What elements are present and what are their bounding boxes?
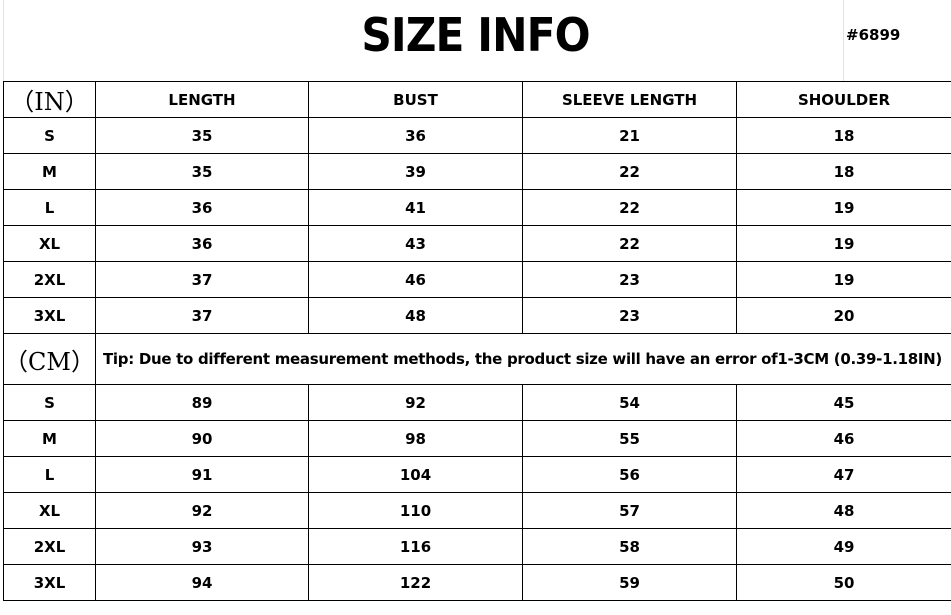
cell-shoulder: 46 (736, 420, 951, 457)
cell-length: 91 (95, 456, 309, 493)
cell-sleeve-length: 22 (522, 153, 737, 190)
cell-length: 93 (95, 528, 309, 565)
cell-shoulder: 19 (736, 225, 951, 262)
table-row: 3XL 94 122 59 50 (3, 564, 951, 601)
cell-bust: 48 (308, 297, 523, 334)
header-bust: BUST (308, 81, 523, 118)
cell-length: 35 (95, 153, 309, 190)
cell-shoulder: 49 (736, 528, 951, 565)
cell-shoulder: 18 (736, 117, 951, 154)
cell-shoulder: 45 (736, 384, 951, 421)
cell-shoulder: 18 (736, 153, 951, 190)
cm-header-row: （CM） Tip: Due to different measurement me… (3, 333, 951, 385)
table-row: M 90 98 55 46 (3, 420, 951, 457)
cell-length: 89 (95, 384, 309, 421)
cell-size: XL (3, 492, 96, 529)
cell-size: M (3, 420, 96, 457)
product-code: #6899 (846, 26, 901, 44)
cell-sleeve-length: 23 (522, 297, 737, 334)
cell-length: 37 (95, 261, 309, 298)
table-row: M 35 39 22 18 (3, 153, 951, 190)
cell-sleeve-length: 22 (522, 225, 737, 262)
cell-bust: 110 (308, 492, 523, 529)
cell-bust: 36 (308, 117, 523, 154)
cell-sleeve-length: 56 (522, 456, 737, 493)
cell-sleeve-length: 55 (522, 420, 737, 457)
cell-bust: 98 (308, 420, 523, 457)
table-row: L 91 104 56 47 (3, 456, 951, 493)
table-row: XL 92 110 57 48 (3, 492, 951, 529)
cell-size: 3XL (3, 564, 96, 601)
cell-sleeve-length: 58 (522, 528, 737, 565)
cell-size: S (3, 117, 96, 154)
table-row: 3XL 37 48 23 20 (3, 297, 951, 334)
cell-size: S (3, 384, 96, 421)
cell-size: 2XL (3, 528, 96, 565)
cell-length: 94 (95, 564, 309, 601)
table-row: 2XL 93 116 58 49 (3, 528, 951, 565)
cell-shoulder: 47 (736, 456, 951, 493)
cell-sleeve-length: 21 (522, 117, 737, 154)
header-sleeve-length: SLEEVE LENGTH (522, 81, 737, 118)
cell-bust: 92 (308, 384, 523, 421)
cell-shoulder: 50 (736, 564, 951, 601)
cell-bust: 41 (308, 189, 523, 226)
cell-size: XL (3, 225, 96, 262)
cell-bust: 43 (308, 225, 523, 262)
size-table: （IN） LENGTH BUST SLEEVE LENGTH SHOULDER … (3, 81, 951, 601)
tip-text: Tip: Due to different measurement method… (95, 333, 951, 385)
cell-length: 36 (95, 189, 309, 226)
cell-sleeve-length: 22 (522, 189, 737, 226)
cell-length: 37 (95, 297, 309, 334)
table-row: L 36 41 22 19 (3, 189, 951, 226)
cell-size: 2XL (3, 261, 96, 298)
cell-size: M (3, 153, 96, 190)
cell-size: L (3, 456, 96, 493)
cell-sleeve-length: 23 (522, 261, 737, 298)
cell-sleeve-length: 54 (522, 384, 737, 421)
cell-sleeve-length: 59 (522, 564, 737, 601)
cell-size: 3XL (3, 297, 96, 334)
page-title: SIZE INFO (361, 8, 590, 62)
divider (843, 0, 844, 81)
cell-length: 92 (95, 492, 309, 529)
cell-shoulder: 19 (736, 189, 951, 226)
divider (3, 0, 4, 81)
table-row: S 35 36 21 18 (3, 117, 951, 154)
inch-header-row: （IN） LENGTH BUST SLEEVE LENGTH SHOULDER (3, 81, 951, 118)
cell-length: 36 (95, 225, 309, 262)
cell-bust: 46 (308, 261, 523, 298)
unit-label-cm: （CM） (3, 333, 96, 385)
header-length: LENGTH (95, 81, 309, 118)
cell-shoulder: 19 (736, 261, 951, 298)
unit-label-in: （IN） (3, 81, 96, 118)
table-row: S 89 92 54 45 (3, 384, 951, 421)
cell-bust: 39 (308, 153, 523, 190)
cell-bust: 122 (308, 564, 523, 601)
header-shoulder: SHOULDER (736, 81, 951, 118)
cell-length: 35 (95, 117, 309, 154)
cell-shoulder: 48 (736, 492, 951, 529)
cell-length: 90 (95, 420, 309, 457)
cell-bust: 116 (308, 528, 523, 565)
cell-shoulder: 20 (736, 297, 951, 334)
table-row: XL 36 43 22 19 (3, 225, 951, 262)
cell-bust: 104 (308, 456, 523, 493)
table-row: 2XL 37 46 23 19 (3, 261, 951, 298)
cell-sleeve-length: 57 (522, 492, 737, 529)
cell-size: L (3, 189, 96, 226)
